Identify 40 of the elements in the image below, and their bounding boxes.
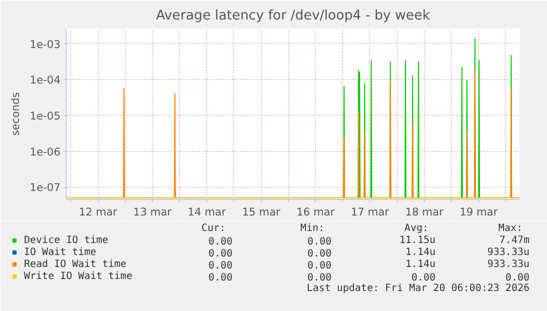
text: 0.00 — [307, 248, 332, 260]
x-tick-label: 14 mar — [188, 206, 227, 218]
legend-label: Read IO Wait time — [24, 258, 126, 270]
text: 0.00 — [307, 272, 332, 284]
text: 7.47m — [499, 235, 530, 246]
y-tick-label: 1e-05 — [30, 110, 61, 123]
text: 0.00 — [411, 272, 436, 284]
text: Avg: — [404, 223, 429, 234]
x-tick-label: 15 mar — [242, 206, 281, 218]
x-tick-label: 18 mar — [405, 206, 444, 218]
legend-label: Write IO Wait time — [24, 270, 132, 282]
text: 11.15u — [399, 235, 436, 246]
y-axis-title: seconds — [8, 92, 22, 136]
text: 933.33u — [487, 247, 530, 258]
text: 0.00 — [208, 272, 233, 284]
y-tick-label: 1e-03 — [30, 38, 61, 51]
y-tick-label: 1e-04 — [30, 74, 61, 87]
x-tick-label: 17 mar — [350, 206, 390, 218]
text: 1.14u — [405, 259, 436, 270]
x-tick-label: 16 mar — [296, 206, 336, 218]
text: 933.33u — [487, 259, 530, 270]
chart-title: Average latency for /dev/loop4 - by week — [156, 8, 430, 24]
y-tick-label: 1e-06 — [30, 145, 61, 158]
text: 0.00 — [208, 260, 233, 272]
text: 1.14u — [405, 247, 436, 258]
legend-label: Device IO time — [24, 234, 108, 246]
text: 0.00 — [208, 248, 233, 260]
text: Min: — [300, 223, 325, 234]
legend-label: IO Wait time — [24, 246, 96, 258]
text: Last update: Fri Mar 20 06:00:23 2026 — [306, 283, 530, 294]
x-tick-label: 19 mar — [460, 206, 498, 218]
text: 0.00 — [307, 260, 332, 272]
text: 0.00 — [307, 236, 332, 248]
text: Cur: — [201, 223, 226, 234]
text: 0.00 — [208, 236, 233, 248]
x-tick-label: 13 mar — [133, 206, 172, 218]
x-tick-label: 12 mar — [78, 206, 118, 218]
text: 0.00 — [505, 272, 530, 284]
y-tick-label: 1e-07 — [30, 181, 61, 194]
text: Max: — [498, 223, 523, 234]
